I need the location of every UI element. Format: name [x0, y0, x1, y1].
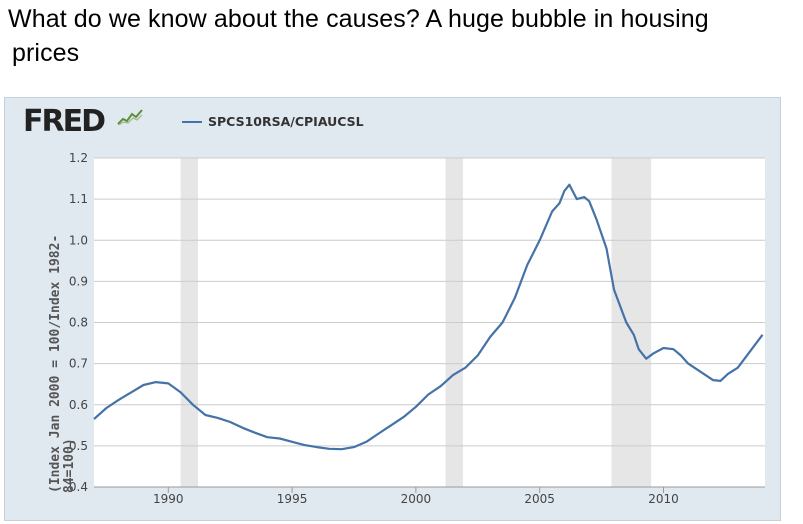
y-tick-label: 0.7 [69, 357, 88, 371]
y-tick-label: 0.9 [69, 274, 88, 288]
fred-logo: FRED [23, 104, 106, 139]
x-tick-label: 2005 [524, 492, 555, 506]
y-axis-label: (Index Jan 2000 = 100/Index 1982-84=100) [48, 234, 77, 493]
slide-title-line2: prices [12, 39, 80, 67]
y-tick-label: 0.4 [69, 480, 88, 494]
series-line-1 [93, 183, 764, 451]
slide-title: What do we know about the causes? A huge… [8, 2, 788, 70]
fred-logo-chart-icon [117, 109, 143, 126]
x-tick-label: 1995 [277, 492, 308, 506]
y-tick-label: 0.8 [69, 316, 88, 330]
legend-line-swatch [182, 120, 202, 123]
y-tick-label: 0.5 [69, 439, 88, 453]
slide-title-line1: What do we know about the causes? A huge… [8, 5, 709, 33]
x-tick-label: 1990 [153, 492, 184, 506]
chart-legend: SPCS10RSA/CPIAUCSL [182, 114, 364, 129]
fred-chart-panel: 0.4 0.5 0.6 0.7 0.8 0.9 1.0 1.1 1.2 1990 1995 2000 2… [4, 97, 781, 521]
line-chart: 0.4 0.5 0.6 0.7 0.8 0.9 1.0 1.1 1.2 1990 1995 2000 2… [69, 151, 765, 506]
y-tick-label: 0.6 [69, 398, 88, 412]
y-tick-label: 1.2 [69, 151, 88, 165]
y-tick-label: 1.0 [69, 233, 88, 247]
x-tick-label: 2000 [401, 492, 432, 506]
y-tick-label: 1.1 [69, 192, 88, 206]
x-tick-label: 2010 [648, 492, 679, 506]
legend-label: SPCS10RSA/CPIAUCSL [208, 114, 364, 129]
